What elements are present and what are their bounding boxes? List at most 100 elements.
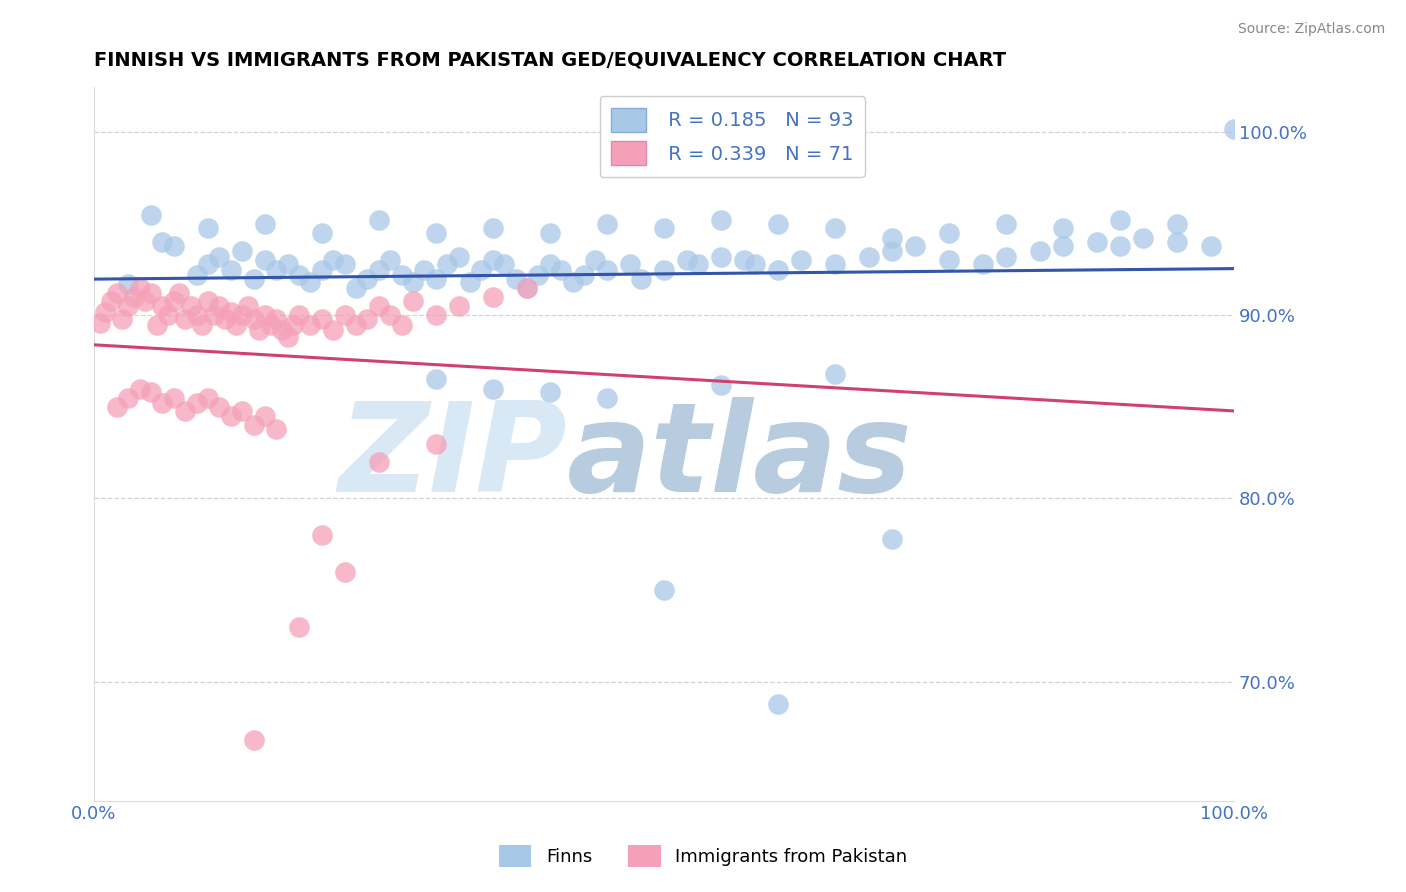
Point <box>766 262 789 277</box>
Point <box>994 217 1017 231</box>
Point <box>122 290 145 304</box>
Point <box>299 318 322 332</box>
Point <box>880 532 903 546</box>
Point <box>858 250 880 264</box>
Point <box>710 213 733 227</box>
Point <box>744 257 766 271</box>
Point <box>288 620 311 634</box>
Point <box>225 318 247 332</box>
Point <box>367 213 389 227</box>
Point <box>311 226 333 240</box>
Point <box>482 253 505 268</box>
Point <box>150 235 173 249</box>
Point <box>413 262 436 277</box>
Point <box>538 226 561 240</box>
Point <box>322 323 344 337</box>
Point <box>572 268 595 282</box>
Point <box>447 299 470 313</box>
Point <box>117 391 139 405</box>
Point <box>904 239 927 253</box>
Point <box>139 286 162 301</box>
Point <box>134 293 156 308</box>
Point <box>253 309 276 323</box>
Point <box>380 309 402 323</box>
Point <box>277 330 299 344</box>
Point <box>186 268 208 282</box>
Point <box>994 250 1017 264</box>
Point <box>516 281 538 295</box>
Point <box>380 253 402 268</box>
Point <box>1052 220 1074 235</box>
Point <box>231 403 253 417</box>
Point <box>139 385 162 400</box>
Point <box>1166 235 1188 249</box>
Point <box>236 299 259 313</box>
Point <box>824 367 846 381</box>
Point <box>356 272 378 286</box>
Point <box>538 257 561 271</box>
Point <box>169 286 191 301</box>
Point <box>150 299 173 313</box>
Point <box>402 276 425 290</box>
Point <box>128 281 150 295</box>
Point <box>436 257 458 271</box>
Point <box>231 244 253 259</box>
Point <box>789 253 811 268</box>
Point <box>208 400 231 414</box>
Point <box>356 312 378 326</box>
Point <box>710 378 733 392</box>
Text: atlas: atlas <box>567 397 912 518</box>
Point <box>311 528 333 542</box>
Point <box>619 257 641 271</box>
Point <box>1085 235 1108 249</box>
Point <box>288 268 311 282</box>
Point <box>219 262 242 277</box>
Point <box>766 217 789 231</box>
Point <box>538 385 561 400</box>
Point <box>145 318 167 332</box>
Point <box>561 276 583 290</box>
Point <box>197 391 219 405</box>
Point <box>259 318 281 332</box>
Point <box>494 257 516 271</box>
Point <box>191 318 214 332</box>
Point <box>675 253 697 268</box>
Point <box>425 372 447 386</box>
Point <box>231 309 253 323</box>
Point <box>219 304 242 318</box>
Point <box>266 422 288 436</box>
Point <box>242 733 264 747</box>
Point <box>938 226 960 240</box>
Point <box>214 312 236 326</box>
Point <box>253 253 276 268</box>
Point <box>271 323 294 337</box>
Point <box>1052 239 1074 253</box>
Point <box>367 299 389 313</box>
Point <box>425 226 447 240</box>
Point <box>105 400 128 414</box>
Point <box>163 293 186 308</box>
Point <box>283 318 305 332</box>
Point <box>686 257 709 271</box>
Point <box>242 312 264 326</box>
Point <box>550 262 572 277</box>
Point <box>516 281 538 295</box>
Point <box>585 253 607 268</box>
Point <box>266 312 288 326</box>
Point <box>288 309 311 323</box>
Point <box>333 309 356 323</box>
Point <box>630 272 652 286</box>
Text: FINNISH VS IMMIGRANTS FROM PAKISTAN GED/EQUIVALENCY CORRELATION CHART: FINNISH VS IMMIGRANTS FROM PAKISTAN GED/… <box>94 51 1007 70</box>
Point <box>1166 217 1188 231</box>
Point <box>470 262 492 277</box>
Point <box>482 382 505 396</box>
Point <box>197 220 219 235</box>
Point <box>1132 231 1154 245</box>
Point <box>1029 244 1052 259</box>
Point <box>247 323 270 337</box>
Point <box>180 299 202 313</box>
Point <box>333 257 356 271</box>
Point <box>824 220 846 235</box>
Point <box>596 262 619 277</box>
Point <box>333 565 356 579</box>
